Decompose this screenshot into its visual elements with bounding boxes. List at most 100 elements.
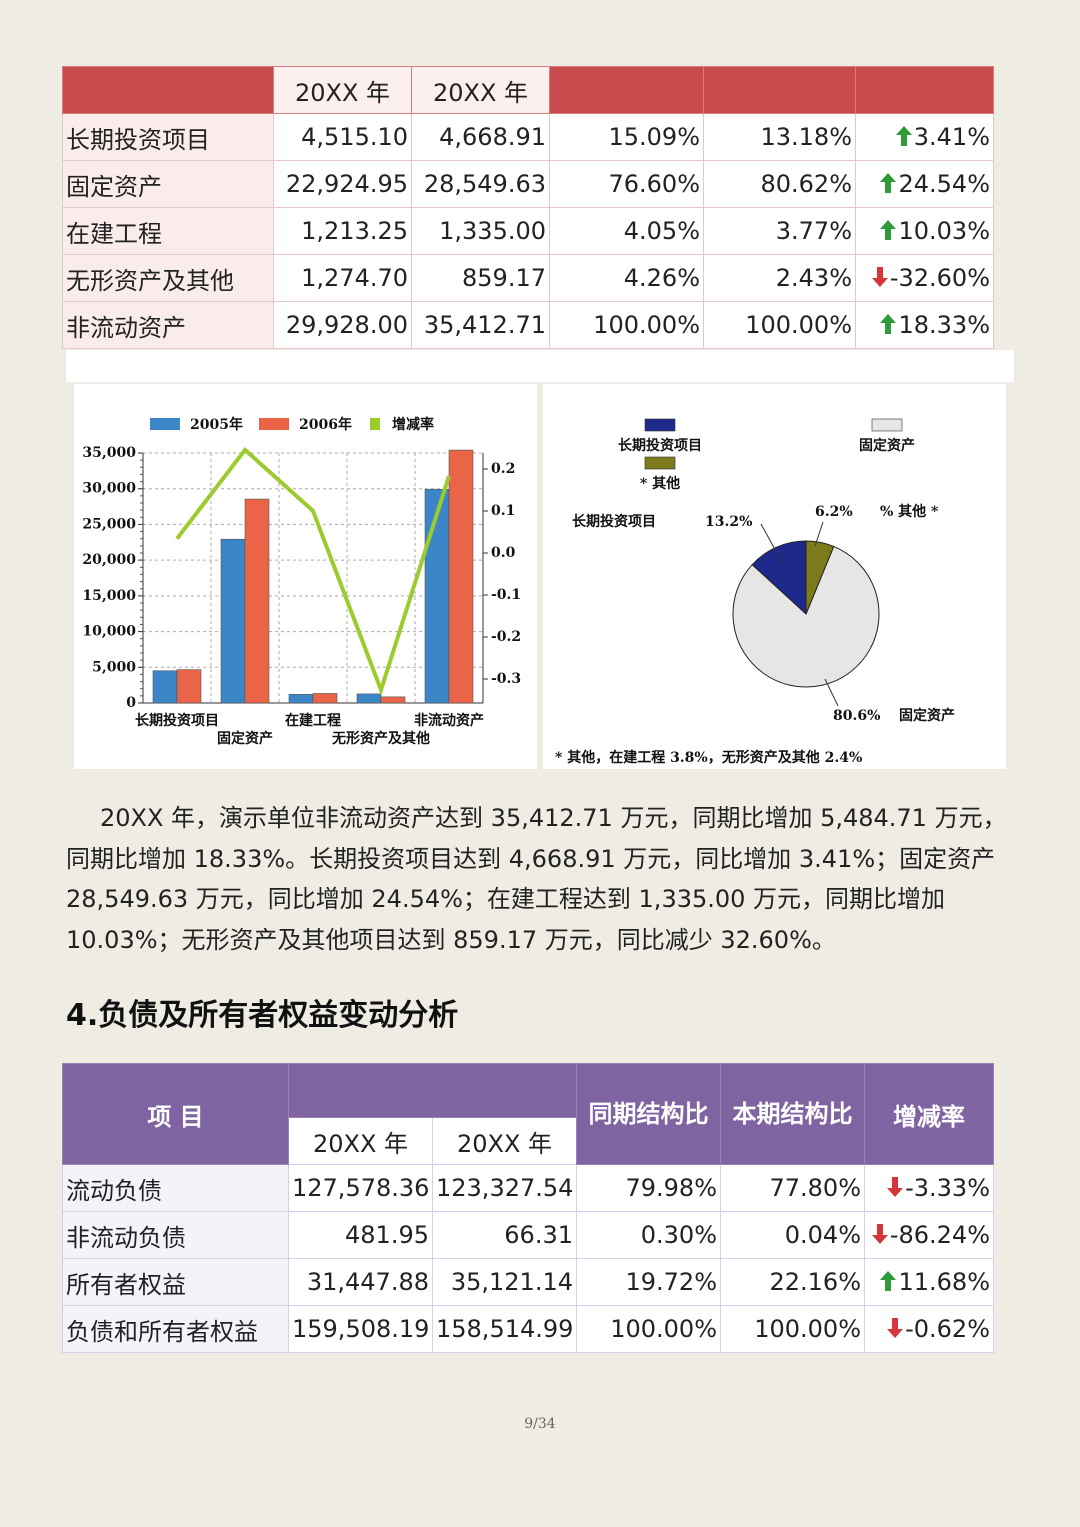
table-cell: 159,508.19: [288, 1305, 433, 1353]
x-tick-label: 固定资产: [217, 730, 273, 747]
chart-frame: 长期投资项目 固定资产 * 其他 长期投资项目 13.2% 6.2%% 其他 * 80.6%…: [543, 384, 1006, 769]
header-row: 20XX 年 20XX 年: [62, 66, 994, 114]
table-cell: -86.24%: [864, 1211, 994, 1259]
table-cell: 28,549.63: [411, 160, 550, 208]
table-cell: 127,578.36: [288, 1164, 433, 1212]
cell-text: 859.17: [462, 264, 546, 292]
cell-text: 4,515.10: [301, 123, 408, 151]
arrow-shape: [871, 267, 888, 287]
arrow-shape: [887, 1177, 904, 1197]
table-row: 长期投资项目 4,515.10 4,668.91 15.09% 13.18% 3.41%: [62, 113, 994, 161]
table-cell: 158,514.99: [432, 1305, 577, 1353]
cell-text: -32.60%: [889, 264, 990, 292]
table-cell: 长期投资项目: [62, 113, 274, 161]
y-tick-label: 10,000: [82, 624, 136, 640]
table-cell: 4.26%: [549, 254, 704, 302]
trend-arrow: [880, 220, 897, 240]
slice-label: % 其他 *: [880, 503, 939, 520]
bar: [380, 696, 406, 704]
cell-text: 3.77%: [775, 217, 852, 245]
cell-text: 79.98%: [625, 1174, 717, 1202]
spacer: [66, 350, 1014, 382]
table-cell: 31,447.88: [288, 1258, 433, 1306]
y2-tick-label: 0.1: [491, 503, 515, 519]
cell-text: 1,213.25: [301, 217, 408, 245]
y2-tick-label: 0.0: [491, 545, 516, 561]
leader: [814, 521, 824, 547]
legend-label: 固定资产: [859, 437, 915, 454]
cell-text: 100.00%: [610, 1315, 717, 1343]
table-cell: 22.16%: [720, 1258, 865, 1306]
table-cell: 2.43%: [703, 254, 856, 302]
leader: [824, 678, 839, 707]
cell-text: 35,121.14: [450, 1268, 573, 1296]
bar: [244, 498, 270, 704]
trend-arrow: [887, 1177, 904, 1197]
arrow-shape: [880, 173, 897, 193]
cell-text: 19.72%: [625, 1268, 717, 1296]
slice-label: 长期投资项目: [572, 513, 656, 530]
cell-text: 18.33%: [898, 311, 990, 339]
header-cell: 本期结构比: [720, 1063, 865, 1165]
table-cell: -3.33%: [864, 1164, 994, 1212]
bar: [448, 449, 474, 704]
value-label: 6.2%: [815, 504, 853, 520]
header-row: 项 目 同期结构比 本期结构比 增减率: [62, 1063, 994, 1165]
chart-frame: 0 5,000 10,000 15,000 20,000 25,000 30,000 35,0…: [74, 384, 537, 769]
table-cell: 80.62%: [703, 160, 856, 208]
table-row: 流动负债 127,578.36 123,327.54 79.98% 77.80% -3.3…: [62, 1164, 994, 1212]
pie-slice: [751, 540, 807, 616]
table-cell: 481.95: [288, 1211, 433, 1259]
table-cell: 100.00%: [549, 301, 704, 349]
header-cell: 20XX 年: [288, 1117, 433, 1165]
cell-text: 无形资产及其他: [66, 266, 234, 295]
table-cell: 3.77%: [703, 207, 856, 255]
legend-label: 2006年: [299, 416, 352, 433]
legend-label: 增减率: [392, 416, 434, 433]
cell-text: 29,928.00: [285, 311, 408, 339]
cell-text: -86.24%: [889, 1221, 990, 1249]
cell-text: 80.62%: [760, 170, 852, 198]
table-cell: 非流动负债: [62, 1211, 289, 1259]
y-tick-label: 5,000: [92, 659, 136, 675]
table-row: 无形资产及其他 1,274.70 859.17 4.26% 2.43% -32.60%: [62, 254, 994, 302]
table-cell: 3.41%: [855, 113, 994, 161]
y-tick-label: 25,000: [82, 516, 136, 532]
x-tick-label: 无形资产及其他: [331, 730, 430, 747]
trend-arrow: [880, 1271, 897, 1291]
table-cell: 11.68%: [864, 1258, 994, 1306]
table-cell: 19.72%: [576, 1258, 721, 1306]
table-cell: 79.98%: [576, 1164, 721, 1212]
cell-text: 35,412.71: [423, 311, 546, 339]
arrow-shape: [887, 1318, 904, 1338]
table-cell: 100.00%: [576, 1305, 721, 1353]
header-cell: [288, 1063, 577, 1118]
cell-text: 3.41%: [913, 123, 990, 151]
section-title: 4.负债及所有者权益变动分析: [66, 998, 459, 1033]
table-row: 负债和所有者权益 159,508.19 158,514.99 100.00% 100.0…: [62, 1305, 994, 1353]
cell-text: 在建工程: [66, 219, 162, 248]
trend-arrow: [895, 126, 912, 146]
header-row: 20XX 年 20XX 年: [63, 1117, 994, 1165]
cell-text: 0.30%: [640, 1221, 717, 1249]
table-cell: 4,515.10: [273, 113, 412, 161]
table-row: 在建工程 1,213.25 1,335.00 4.05% 3.77% 10.03%: [62, 207, 994, 255]
bar: [176, 669, 202, 704]
table-cell: 29,928.00: [273, 301, 412, 349]
header-cell: [855, 66, 994, 114]
y2-tick-label: -0.1: [491, 587, 521, 603]
cell-text: 481.95: [345, 1221, 429, 1249]
table-row: 所有者权益 31,447.88 35,121.14 19.72% 22.16% 11.68…: [62, 1258, 994, 1306]
footnote: * 其他，在建工程 3.8%，无形资产及其他 2.4%: [555, 749, 862, 766]
bar: [288, 694, 314, 704]
y2-tick-label: -0.2: [491, 629, 521, 645]
cell-text: 固定资产: [66, 172, 162, 201]
trend-arrow: [871, 267, 888, 287]
table-cell: 18.33%: [855, 301, 994, 349]
table-cell: 100.00%: [703, 301, 856, 349]
trend-arrow: [880, 173, 897, 193]
table-cell: 10.03%: [855, 207, 994, 255]
cell-text: 非流动负债: [66, 1223, 186, 1252]
cell-text: 所有者权益: [66, 1270, 186, 1299]
bar: [220, 538, 246, 704]
